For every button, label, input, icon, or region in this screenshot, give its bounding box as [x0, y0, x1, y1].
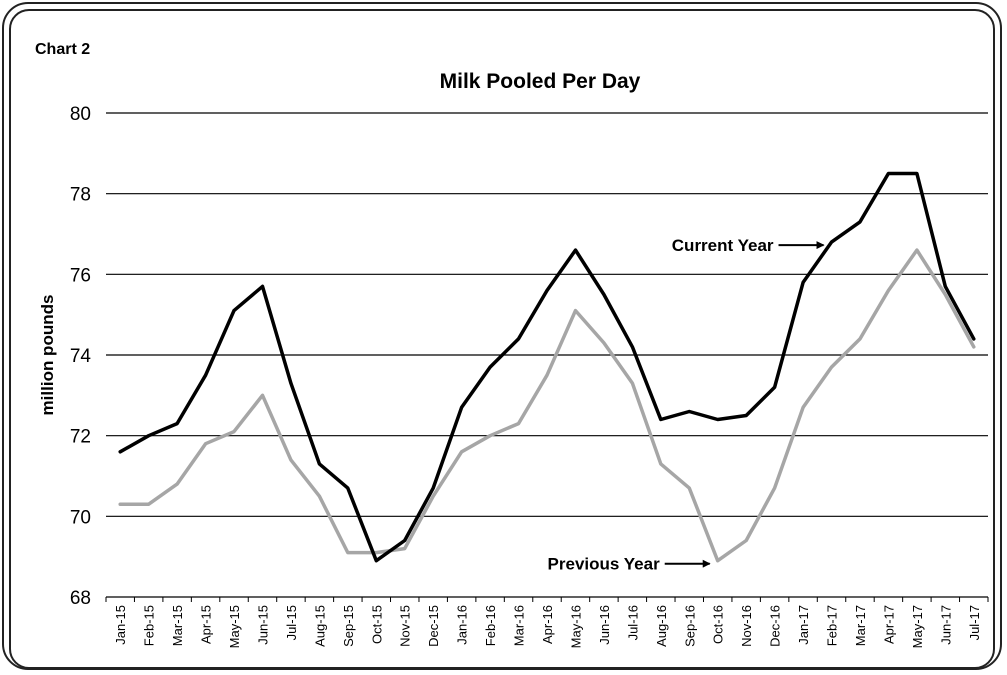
y-tick-label: 70 — [70, 507, 91, 528]
x-tick-label: Sep-16 — [682, 605, 697, 647]
x-tick-label: Jun-16 — [597, 605, 612, 645]
x-tick-label: Oct-15 — [369, 605, 384, 644]
x-tick-label: Feb-15 — [142, 605, 157, 646]
annotation-label: Current Year — [672, 236, 774, 255]
x-tick-label: Mar-17 — [853, 605, 868, 646]
x-tick-label: Jun-15 — [255, 605, 270, 645]
x-tick-label: Mar-16 — [512, 605, 527, 646]
current-year-line — [118, 171, 976, 563]
annotation-label: Previous Year — [548, 555, 661, 574]
y-tick-label: 78 — [70, 185, 91, 206]
y-tick-label: 72 — [70, 427, 91, 448]
x-tick-label: Jul-17 — [967, 605, 982, 640]
x-tick-label: Apr-16 — [540, 605, 555, 644]
chart-title: Milk Pooled Per Day — [440, 70, 641, 93]
x-tick-label: Apr-15 — [199, 605, 214, 644]
y-tick-label: 68 — [70, 588, 91, 609]
x-tick-label: Jan-17 — [796, 605, 811, 645]
x-tick-label: Mar-15 — [170, 605, 185, 646]
x-tick-labels: Jan-15 Feb-15 Mar-15 Apr-15 May-15 Jun-15 Jul-… — [105, 597, 989, 648]
x-tick-label: Aug-15 — [312, 605, 327, 647]
x-tick-label: Nov-16 — [739, 605, 754, 647]
x-tick-label: May-17 — [910, 605, 925, 648]
x-tick-label: Jul-15 — [284, 605, 299, 640]
y-tick-labels: 68 70 72 74 76 78 80 — [70, 104, 92, 609]
y-tick-label: 76 — [70, 265, 91, 286]
x-tick-label: Apr-17 — [881, 605, 896, 644]
x-tick-label: May-15 — [227, 605, 242, 648]
x-tick-label: Feb-17 — [825, 605, 840, 646]
x-tick-label: Jul-16 — [625, 605, 640, 640]
y-axis-label: million pounds — [38, 295, 57, 416]
gridlines — [106, 112, 988, 598]
x-tick-label: Jan-16 — [455, 605, 470, 645]
x-tick-label: Sep-15 — [341, 605, 356, 647]
x-tick-label: Feb-16 — [483, 605, 498, 646]
x-tick-label: Jan-15 — [113, 605, 128, 645]
x-tick-label: Aug-16 — [654, 605, 669, 647]
x-tick-label: May-16 — [568, 605, 583, 648]
x-tick-label: Nov-15 — [398, 605, 413, 647]
x-tick-label: Oct-16 — [711, 605, 726, 644]
y-tick-label: 80 — [70, 104, 91, 125]
y-tick-label: 74 — [70, 346, 92, 367]
x-tick-label: Dec-15 — [426, 605, 441, 647]
previous-year-line — [118, 248, 976, 563]
x-tick-label: Dec-16 — [768, 605, 783, 647]
annotations: Current Year Previous Year — [548, 236, 825, 574]
x-tick-label: Jun-17 — [938, 605, 953, 645]
chart-frame-inner — [9, 9, 995, 669]
series-lines — [118, 171, 976, 563]
chart-label: Chart 2 — [35, 41, 90, 58]
